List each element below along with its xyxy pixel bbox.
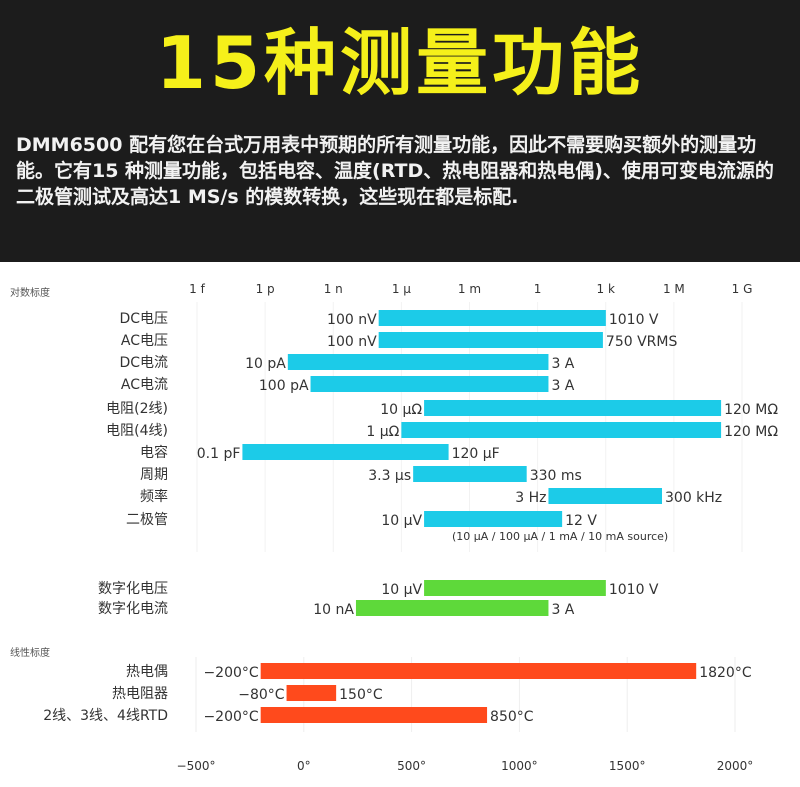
temp-range-bar xyxy=(286,685,337,701)
linear-tick-label: 2000° xyxy=(717,759,754,773)
range-bar xyxy=(424,400,722,416)
range-bar xyxy=(413,466,527,482)
start-label: 10 μΩ xyxy=(380,402,422,418)
start-label: 100 nV xyxy=(327,334,377,350)
row-label: DC电压 xyxy=(119,311,168,327)
range-bar xyxy=(378,310,606,326)
start-label: 10 μV xyxy=(381,513,422,529)
range-bar xyxy=(424,511,563,527)
log-tick-label: 1 m xyxy=(458,282,481,296)
range-bar xyxy=(401,422,722,438)
temp-range-bar xyxy=(260,707,488,723)
end-label: 300 kHz xyxy=(665,490,722,506)
row-label: 周期 xyxy=(140,467,168,483)
start-label: −200°C xyxy=(203,709,258,725)
log-tick-label: 1 f xyxy=(189,282,205,296)
end-label: 1820°C xyxy=(699,665,752,681)
log-tick-label: 1 xyxy=(534,282,542,296)
linear-scale-label: 线性标度 xyxy=(10,648,50,659)
log-tick-label: 1 p xyxy=(256,282,275,296)
end-label: 120 MΩ xyxy=(724,424,778,440)
range-bar xyxy=(310,376,549,392)
range-bar xyxy=(548,488,663,504)
end-label: 3 A xyxy=(551,356,574,372)
start-label: 100 pA xyxy=(259,378,309,394)
description-text: DMM6500 配有您在台式万用表中预期的所有测量功能，因此不需要购买额外的测量… xyxy=(16,134,774,208)
start-label: 10 μV xyxy=(381,582,422,598)
end-label: 12 V xyxy=(565,513,597,529)
end-label: 1010 V xyxy=(609,312,659,328)
start-label: −80°C xyxy=(238,687,285,703)
end-label: 330 ms xyxy=(530,468,582,484)
row-label: 频率 xyxy=(140,488,168,505)
linear-tick-label: 500° xyxy=(397,759,426,773)
linear-tick-label: 1000° xyxy=(501,759,538,773)
row-label: 热电偶 xyxy=(126,664,168,680)
end-label: 120 μF xyxy=(452,446,500,462)
row-label: 数字化电流 xyxy=(98,601,168,617)
end-label: 750 VRMS xyxy=(606,334,678,350)
log-tick-label: 1 M xyxy=(663,282,685,296)
range-bar xyxy=(287,354,549,370)
end-label: 150°C xyxy=(339,687,383,703)
end-label: 1010 V xyxy=(609,582,659,598)
row-label: 电阻(2线) xyxy=(106,401,168,417)
temp-range-bar xyxy=(260,663,697,679)
end-label: 850°C xyxy=(490,709,534,725)
row-label: 2线、3线、4线RTD xyxy=(43,708,168,724)
start-label: 3 Hz xyxy=(515,490,546,506)
row-label: 二极管 xyxy=(126,512,168,528)
row-label: 电阻(4线) xyxy=(106,423,168,439)
start-label: 10 nA xyxy=(313,602,354,618)
log-tick-label: 1 μ xyxy=(392,282,411,296)
chart-svg: 1 f 1 p 1 n 1 μ 1 m 1 1 k 1 M 1 G DC电压 100 nV 1010 … xyxy=(43,282,778,773)
start-label: −200°C xyxy=(203,665,258,681)
start-label: 1 μΩ xyxy=(366,424,399,440)
diode-note: (10 μA / 100 μA / 1 mA / 10 mA source) xyxy=(452,530,668,543)
row-label: AC电压 xyxy=(121,333,168,349)
row-label: 数字化电压 xyxy=(98,581,168,597)
row-label: AC电流 xyxy=(121,377,168,393)
row-label: 电容 xyxy=(140,444,168,461)
range-bar xyxy=(424,580,606,596)
start-label: 10 pA xyxy=(245,356,286,372)
end-label: 3 A xyxy=(551,602,574,618)
linear-tick-label: 1500° xyxy=(609,759,646,773)
log-tick-label: 1 G xyxy=(732,282,753,296)
page-title: 15种测量功能 xyxy=(155,21,645,105)
range-bar xyxy=(378,332,603,348)
start-label: 100 nV xyxy=(327,312,377,328)
start-label: 3.3 μs xyxy=(368,468,411,484)
linear-tick-label: −500° xyxy=(177,759,216,773)
row-label: DC电流 xyxy=(119,355,168,371)
log-tick-label: 1 k xyxy=(597,282,615,296)
row-label: 热电阻器 xyxy=(112,686,168,702)
header-banner: 15种测量功能 DMM6500 配有您在台式万用表中预期的所有测量功能，因此不需… xyxy=(0,0,800,262)
log-tick-label: 1 n xyxy=(324,282,343,296)
end-label: 120 MΩ xyxy=(724,402,778,418)
linear-tick-label: 0° xyxy=(297,759,311,773)
end-label: 3 A xyxy=(551,378,574,394)
range-bar xyxy=(242,444,449,460)
range-bar xyxy=(355,600,549,616)
start-label: 0.1 pF xyxy=(197,446,241,462)
log-scale-label: 对数标度 xyxy=(10,288,50,299)
